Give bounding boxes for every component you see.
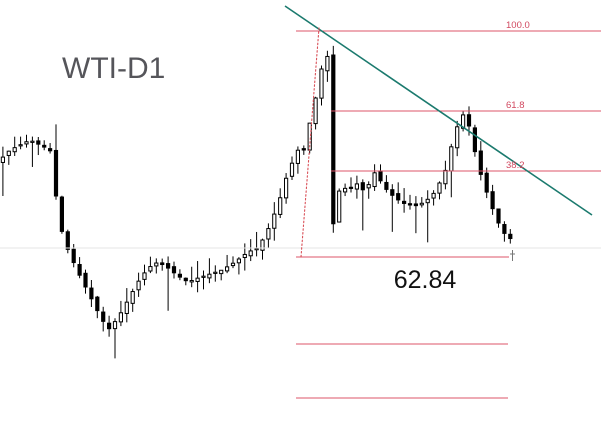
svg-text:100.0: 100.0 [506,20,530,31]
svg-text:38.2: 38.2 [506,160,525,171]
svg-text:61.8: 61.8 [506,100,525,111]
